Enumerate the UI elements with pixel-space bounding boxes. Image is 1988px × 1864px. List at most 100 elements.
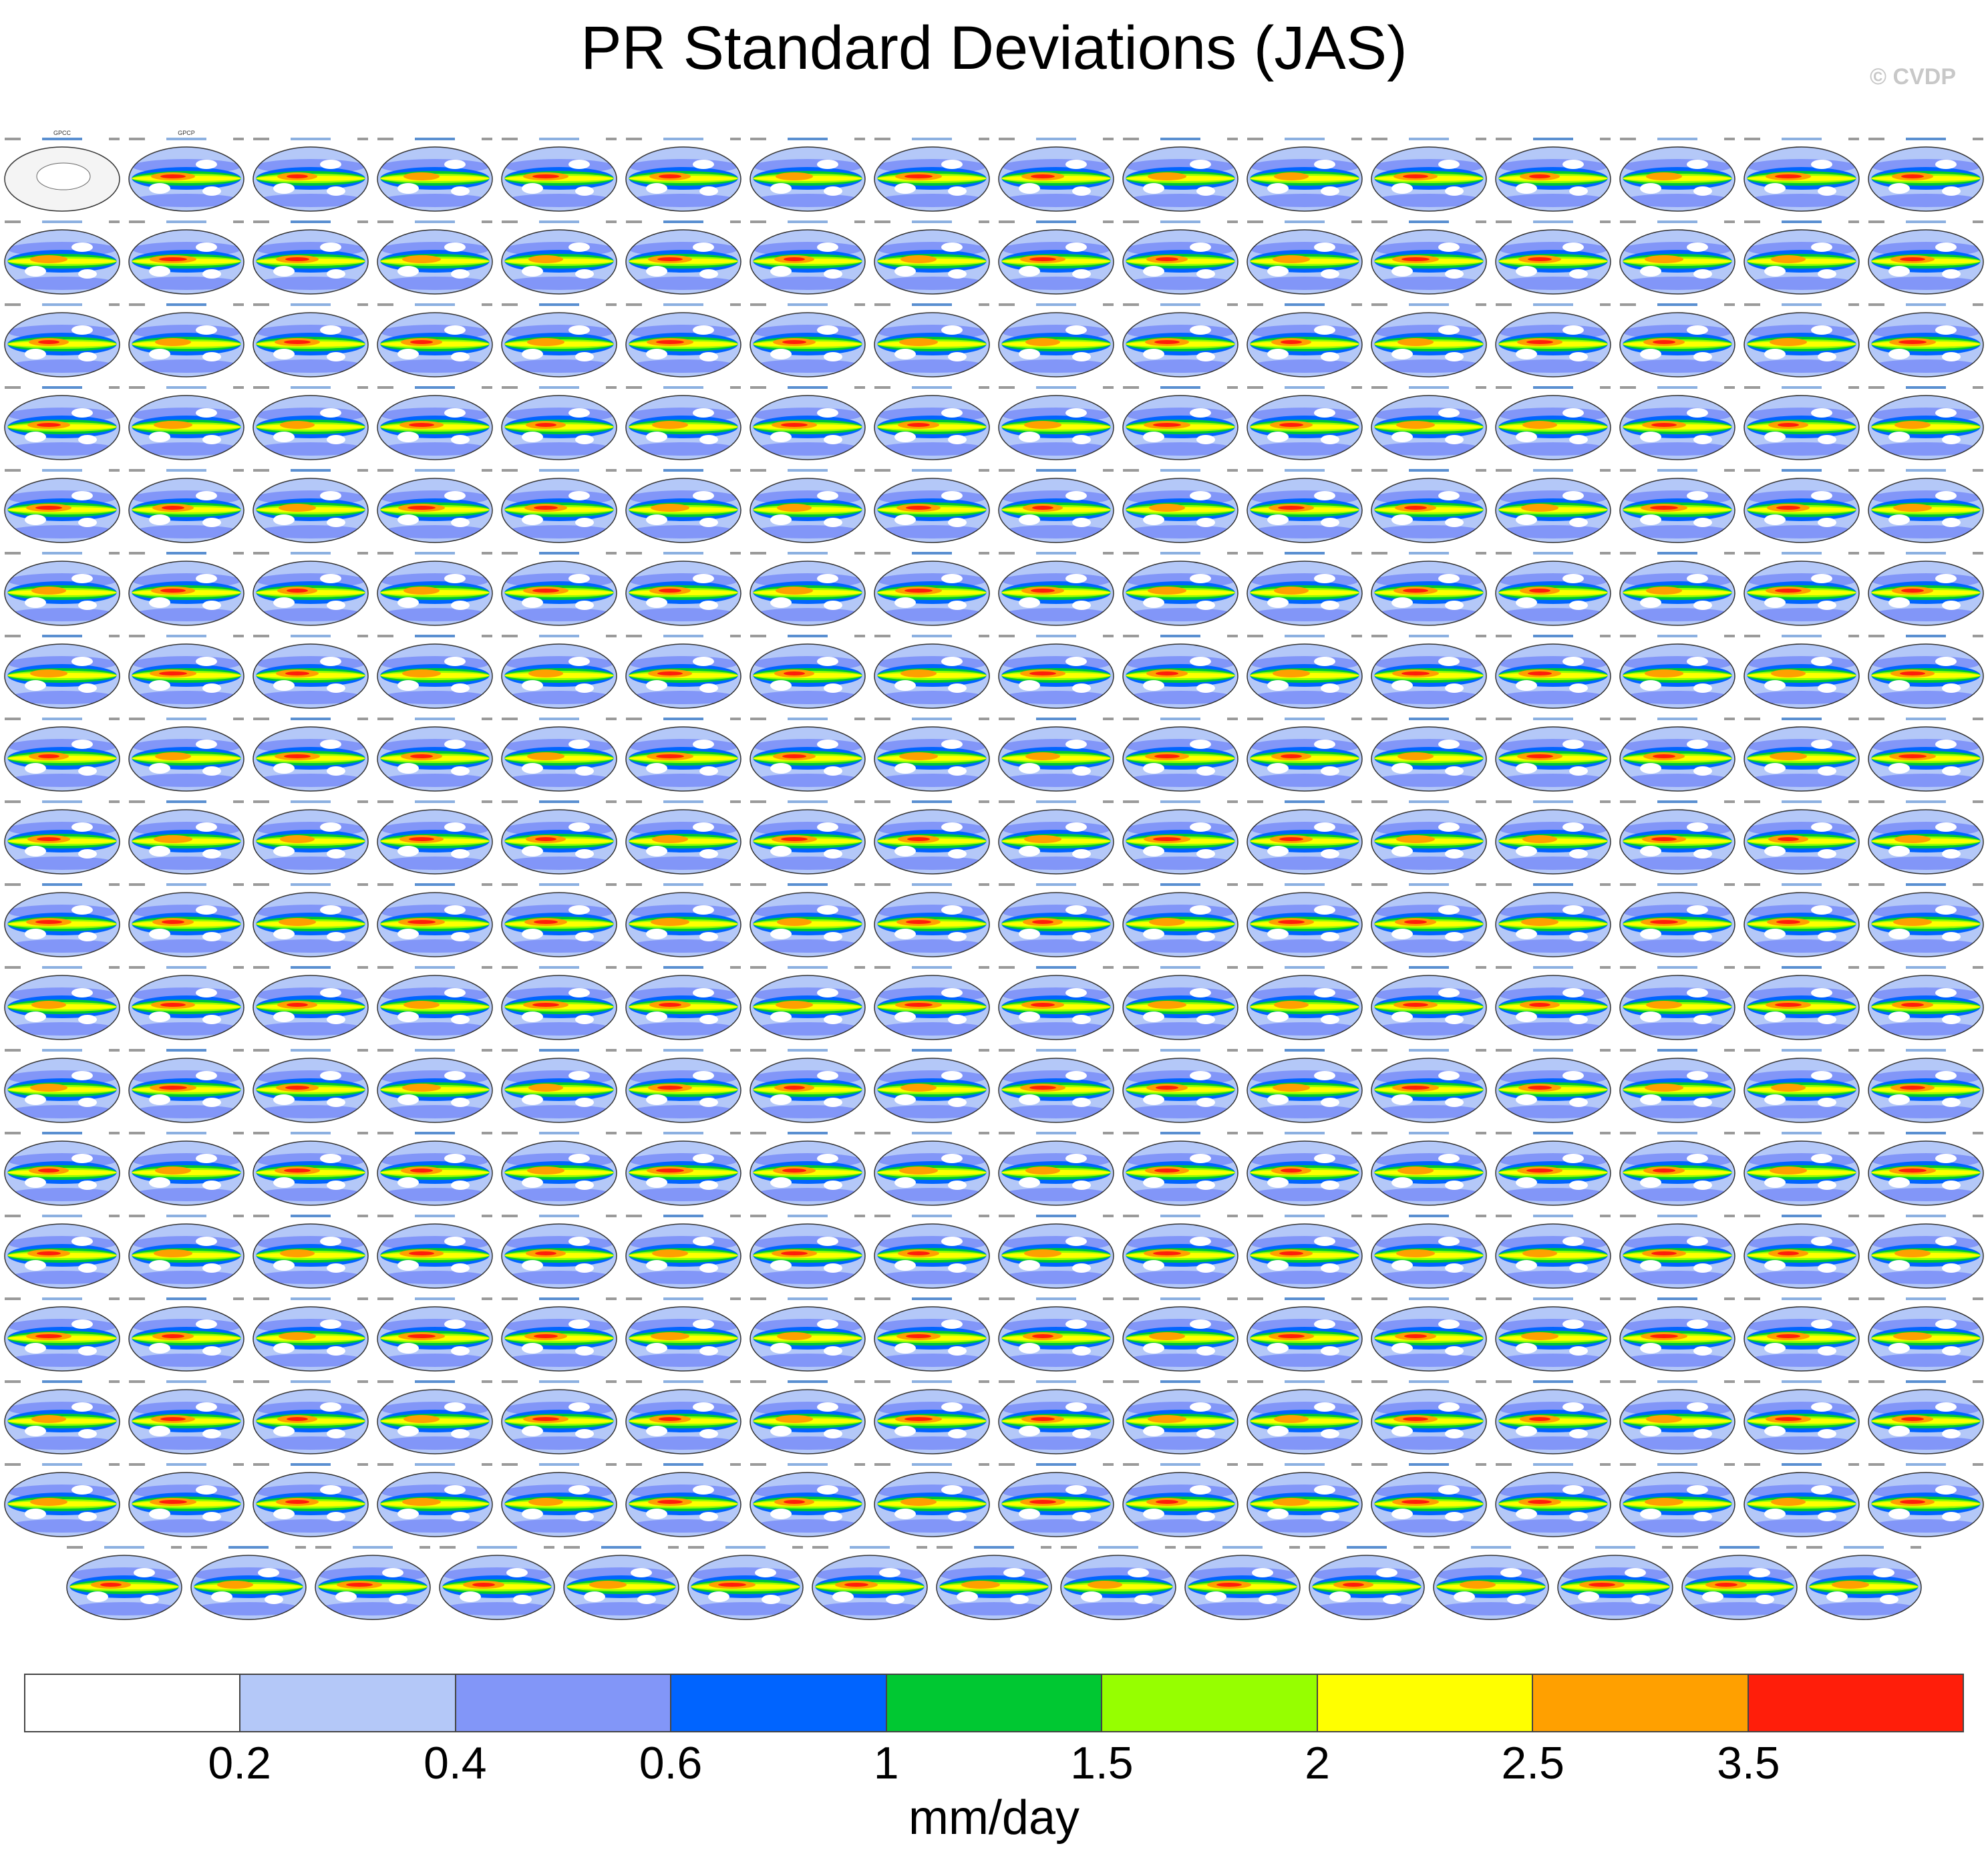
map-panel [1247,220,1363,295]
panel-correlation-text [1973,1049,1983,1052]
panel-years-text [1496,1132,1512,1134]
map-panel [1868,635,1984,709]
panel-member-label [291,552,331,555]
panel-correlation-text [730,386,741,389]
panel-member-label [788,883,828,886]
panel-correlation-text [730,1297,741,1300]
panel-correlation-text [1041,1546,1051,1549]
map-panel [1619,1132,1735,1206]
map-panel [750,138,866,212]
panel-years-text [1558,1546,1574,1549]
map-panel [4,1132,120,1206]
panel-member-label [1906,800,1946,803]
panel-correlation-text [1724,966,1735,969]
map-panel [253,469,369,543]
panel-correlation-text [979,883,989,886]
panel-years-text [626,386,642,389]
panel-member-label [663,635,703,637]
panel-correlation-text [854,1215,865,1217]
panel-correlation-text [1600,718,1611,720]
map-panel [1868,1463,1984,1537]
panel-member-label [663,1215,703,1217]
map-panel [874,1297,990,1372]
map-panel [4,303,120,377]
panel-member-label [1533,469,1573,472]
panel-correlation-text [1600,303,1611,306]
panel-years-text [5,1463,21,1466]
panel-correlation-text [1227,386,1238,389]
map-panel [128,1049,244,1123]
panel-years-text [191,1546,207,1549]
panel-member-label [663,303,703,306]
panel-member-label [42,386,82,389]
map-panel [4,718,120,792]
map-panel [1619,1049,1735,1123]
panel-correlation-text [1103,966,1114,969]
panel-years-text [377,1380,393,1383]
panel-correlation-text [1848,1132,1859,1134]
panel-years-text [502,1463,518,1466]
panel-correlation-text [233,635,244,637]
panel-member-label [1782,552,1822,555]
panel-member-label [1409,303,1449,306]
panel-correlation-text [1103,386,1114,389]
panel-years-text [377,386,393,389]
panel-member-label [42,635,82,637]
panel-member-label [1409,966,1449,969]
panel-years-text [999,966,1015,969]
panel-member-label [353,1546,393,1549]
panel-years-text [1868,1463,1884,1466]
panel-member-label [1782,1215,1822,1217]
map-panel [750,303,866,377]
panel-correlation-text [1289,1546,1300,1549]
panel-years-text [1868,1049,1884,1052]
panel-member-label [1409,1049,1449,1052]
map-panel [1122,220,1238,295]
panel-years-text [253,1215,269,1217]
panel-member-label [291,635,331,637]
map-panel [377,469,493,543]
map-panel [253,800,369,875]
map-panel [750,469,866,543]
panel-years-text [1744,469,1760,472]
panel-correlation-text [482,469,492,472]
panel-member-label [1036,1215,1076,1217]
panel-years-text [129,635,145,637]
panel-correlation-text [1724,1215,1735,1217]
panel-correlation-text [792,1546,803,1549]
map-panel [750,883,866,957]
panel-years-text [626,303,642,306]
panel-years-text [1247,1380,1263,1383]
panel-correlation-text [171,1546,182,1549]
map-panel [874,1049,990,1123]
panel-correlation-text [1351,883,1362,886]
panel-member-label [1409,386,1449,389]
panel-correlation-text [1600,386,1611,389]
map-panel [1744,386,1860,460]
panel-correlation-text [1973,386,1983,389]
map-panel [1247,883,1363,957]
panel-years-text [1247,469,1263,472]
map-panel [4,552,120,626]
map-panel [4,883,120,957]
map-panel [377,303,493,377]
map-panel [1868,552,1984,626]
panel-member-label [788,552,828,555]
map-panel [1495,966,1611,1040]
map-panel [1619,800,1735,875]
colorbar-tick-label: 2 [1305,1738,1330,1789]
panel-member-label [539,303,579,306]
panel-correlation-text [482,800,492,803]
map-panel [1868,800,1984,875]
map-panel [998,469,1114,543]
map-panel [1122,1049,1238,1123]
panel-member-label [42,1215,82,1217]
colorbar-tick-label: 1 [873,1738,899,1789]
panel-correlation-text [979,966,989,969]
panel-years-text [999,1297,1015,1300]
panel-years-text [626,718,642,720]
map-panel [750,966,866,1040]
panel-years-text [1868,1380,1884,1383]
panel-member-label [912,1463,952,1466]
map-panel [1619,883,1735,957]
